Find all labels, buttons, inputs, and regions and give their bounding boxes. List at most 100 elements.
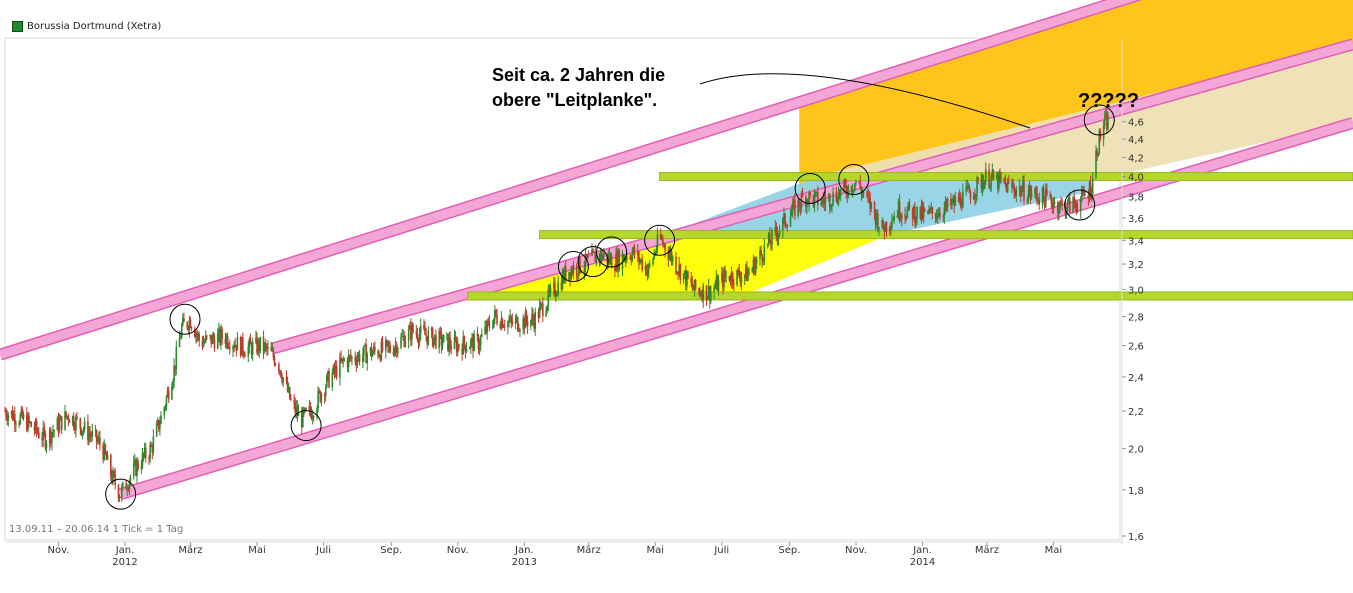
candle-body-381 (585, 253, 588, 259)
candle-body-54 (87, 421, 89, 440)
candle-body-507 (777, 233, 780, 239)
candle-body-691 (1059, 201, 1061, 210)
candle-body-48 (76, 416, 78, 419)
candle-body-689 (1057, 201, 1059, 214)
candle-body-493 (755, 258, 758, 263)
candle-body-92 (143, 447, 146, 457)
candle-body-323 (496, 315, 498, 324)
candle-body-517 (792, 200, 795, 203)
candle-body-472 (724, 271, 726, 277)
candle-body-193 (297, 412, 300, 417)
candle-body-428 (656, 234, 659, 250)
candle-body-681 (1043, 197, 1046, 208)
candle-body-235 (363, 345, 365, 356)
candle-body-510 (783, 213, 785, 219)
candle-body-316 (486, 320, 489, 333)
candle-body-262 (403, 335, 406, 347)
candle-body-717 (1098, 130, 1101, 154)
candle-body-250 (386, 340, 388, 342)
y-tick-label-2: 2,0 (1128, 444, 1144, 455)
candle-body-273 (419, 325, 422, 334)
candle-body-110 (172, 381, 174, 387)
candle-body-481 (738, 270, 741, 278)
candle-body-203 (312, 416, 315, 418)
candle-body-581 (891, 221, 893, 228)
candle-body-537 (823, 201, 826, 204)
candle-body-191 (295, 407, 298, 413)
candle-body-257 (395, 344, 398, 354)
candle-body-530 (813, 193, 816, 206)
candle-body-244 (377, 350, 379, 357)
candle-body-457 (701, 294, 703, 301)
candle-body-210 (324, 387, 327, 397)
candle-body-123 (190, 327, 193, 329)
candle-body-162 (250, 344, 253, 355)
candle-body-683 (1046, 189, 1048, 195)
candle-body-294 (453, 337, 456, 349)
candle-body-682 (1045, 189, 1047, 208)
candle-body-102 (159, 423, 161, 430)
candle-body-206 (318, 390, 321, 392)
candle-body-280 (431, 328, 434, 347)
candle-body-108 (167, 390, 170, 400)
candle-body-667 (1022, 181, 1024, 191)
candle-body-342 (525, 312, 528, 322)
candle-body-211 (326, 374, 328, 388)
candle-body-589 (904, 214, 906, 218)
candle-body-256 (394, 344, 397, 349)
candle-body-620 (951, 201, 953, 206)
candle-body-405 (622, 254, 625, 261)
candle-body-652 (999, 173, 1001, 179)
candle-body-38 (60, 416, 63, 430)
x-tick-label-14: März (975, 545, 999, 556)
candle-body-53 (83, 421, 86, 430)
candle-body-184 (285, 377, 288, 382)
candle-body-251 (387, 341, 389, 346)
candle-body-274 (423, 325, 425, 329)
candle-body-86 (135, 459, 137, 476)
candle-body-238 (366, 353, 369, 364)
candle-body-245 (378, 355, 381, 357)
candle-body-719 (1102, 125, 1105, 139)
candle-body-219 (339, 357, 341, 378)
candle-body-518 (794, 200, 796, 216)
y-tick-label-4: 2,4 (1128, 373, 1144, 384)
candle-body-59 (94, 429, 97, 431)
candle-body-24 (41, 437, 43, 441)
candle-body-166 (257, 340, 259, 353)
candle-body-304 (468, 347, 471, 350)
candle-body-400 (615, 254, 617, 271)
candle-body-707 (1083, 190, 1085, 196)
x-tick-label-2: März (178, 545, 202, 556)
candle-body-554 (850, 185, 853, 193)
candle-body-686 (1051, 203, 1054, 209)
candle-body-466 (715, 277, 718, 287)
y-tick-label-3: 2,2 (1128, 407, 1144, 418)
candle-body-216 (333, 365, 336, 373)
candle-body-579 (889, 226, 891, 231)
candle-body-195 (302, 408, 304, 428)
candle-body-649 (995, 175, 998, 179)
candle-body-388 (595, 254, 598, 263)
highlight-circle-7 (644, 224, 676, 256)
candle-body-498 (763, 245, 766, 261)
candle-body-560 (859, 182, 862, 189)
candle-body-586 (898, 201, 901, 219)
candle-body-687 (1052, 204, 1055, 209)
candle-body-305 (470, 340, 472, 348)
candle-body-476 (730, 272, 733, 283)
y-tick-label-13: 4,2 (1128, 153, 1144, 164)
candle-body-453 (694, 279, 697, 290)
candle-body-670 (1027, 192, 1030, 202)
candle-body-337 (518, 330, 520, 332)
candle-body-624 (957, 196, 960, 202)
candle-body-47 (75, 416, 77, 431)
candle-body-72 (113, 471, 115, 475)
candle-body-485 (744, 265, 747, 275)
candle-body-635 (974, 195, 976, 198)
candle-body-105 (164, 406, 167, 408)
candle-body-298 (458, 344, 460, 348)
candle-body-572 (876, 213, 879, 230)
x-tick-label-3: Mai (248, 545, 266, 556)
candle-body-220 (340, 357, 342, 362)
